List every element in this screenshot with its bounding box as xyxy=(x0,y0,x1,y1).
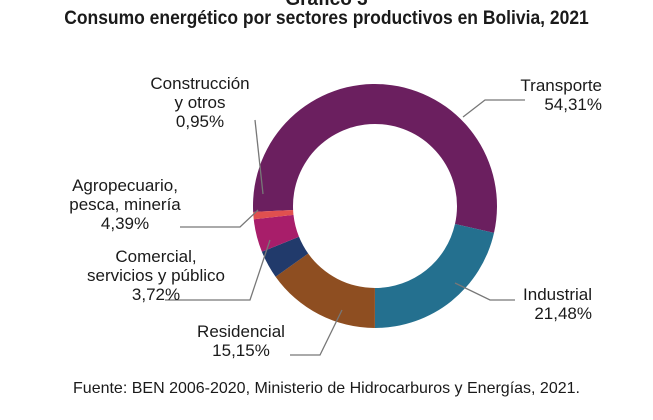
slice-residencial xyxy=(275,253,375,328)
label-construccion: Construcción y otros 0,95% xyxy=(150,74,250,131)
chart-title: Consumo energético por sectores producti… xyxy=(64,8,589,29)
leader-comercial xyxy=(165,239,271,301)
leader-agropecuario xyxy=(180,209,259,228)
slice-construcción xyxy=(253,210,294,220)
leader-industrial xyxy=(454,282,515,301)
slice-comercial xyxy=(261,236,309,277)
label-agropecuario: Agropecuario, pesca, minería 4,39% xyxy=(69,176,181,233)
label-comercial: Comercial, servicios y público 3,72% xyxy=(87,247,225,304)
slice-transporte xyxy=(252,83,497,233)
label-residencial: Residencial 15,15% xyxy=(197,322,285,360)
slice-agropecuario xyxy=(253,214,299,252)
chart-supertitle: Gráfico 3 xyxy=(0,0,653,11)
label-industrial: Industrial 21,48% xyxy=(523,285,592,323)
slice-industrial xyxy=(374,224,495,328)
label-transporte: Transporte 54,31% xyxy=(520,76,602,114)
chart-source: Fuente: BEN 2006-2020, Ministerio de Hid… xyxy=(73,380,580,397)
leader-transporte xyxy=(462,99,525,118)
leader-construccion xyxy=(254,119,264,195)
leader-residencial xyxy=(290,309,343,356)
